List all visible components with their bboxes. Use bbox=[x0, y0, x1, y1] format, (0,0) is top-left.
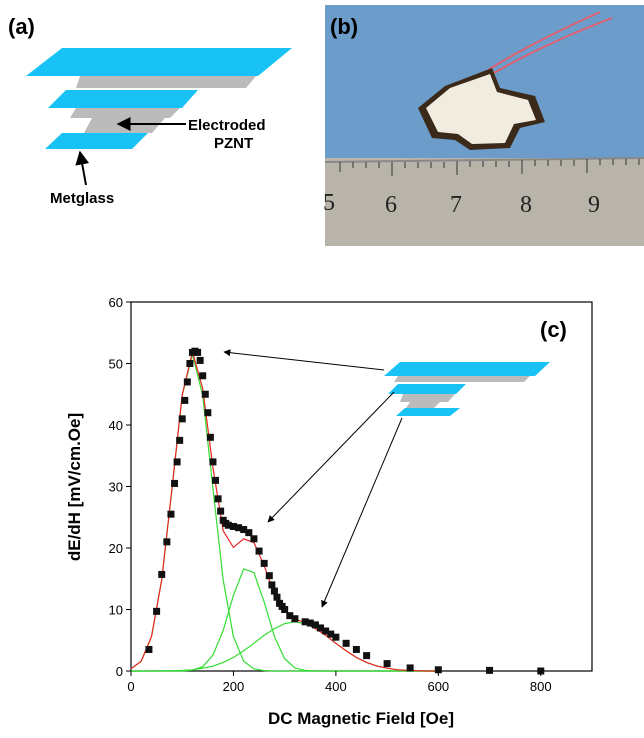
data-point bbox=[273, 594, 280, 601]
y-tick-label: 40 bbox=[109, 418, 123, 433]
x-tick-label: 600 bbox=[427, 679, 449, 694]
metglass-layer bbox=[45, 133, 148, 149]
y-tick-label: 50 bbox=[109, 357, 123, 372]
figure: (a) Electroded PZNT Metglass 5 6 7 8 9 (… bbox=[0, 0, 644, 733]
data-point bbox=[486, 667, 493, 674]
data-point bbox=[209, 458, 216, 465]
data-point bbox=[271, 588, 278, 595]
data-point bbox=[215, 495, 222, 502]
metglass-layer bbox=[48, 90, 198, 108]
data-point bbox=[171, 480, 178, 487]
panel-b: 5 6 7 8 9 (b) bbox=[323, 5, 644, 246]
panel-label: (b) bbox=[330, 14, 358, 39]
data-point bbox=[250, 535, 257, 542]
data-point bbox=[174, 458, 181, 465]
ruler-number: 7 bbox=[450, 192, 462, 218]
data-point bbox=[197, 357, 204, 364]
data-point bbox=[181, 397, 188, 404]
data-point bbox=[291, 615, 298, 622]
panel-label: (a) bbox=[8, 14, 35, 39]
data-point bbox=[153, 608, 160, 615]
data-point bbox=[212, 477, 219, 484]
data-point bbox=[194, 349, 201, 356]
x-tick-label: 200 bbox=[223, 679, 245, 694]
x-tick-label: 800 bbox=[530, 679, 552, 694]
data-point bbox=[207, 434, 214, 441]
x-tick-label: 0 bbox=[127, 679, 134, 694]
arrow bbox=[322, 418, 402, 607]
data-point bbox=[407, 664, 414, 671]
arrow bbox=[224, 352, 384, 370]
data-point bbox=[261, 560, 268, 567]
y-tick-label: 0 bbox=[116, 664, 123, 679]
data-point bbox=[163, 538, 170, 545]
data-point bbox=[245, 529, 252, 536]
pznt-layer bbox=[76, 76, 256, 88]
data-point bbox=[204, 409, 211, 416]
pznt-layer bbox=[84, 118, 165, 133]
ruler-number: 6 bbox=[385, 192, 397, 218]
data-point bbox=[184, 378, 191, 385]
data-point bbox=[167, 511, 174, 518]
ruler-number: 9 bbox=[588, 192, 600, 218]
data-point bbox=[363, 652, 370, 659]
data-point bbox=[145, 646, 152, 653]
y-tick-label: 10 bbox=[109, 603, 123, 618]
data-point bbox=[217, 508, 224, 515]
metglass-layer bbox=[26, 48, 292, 76]
chart: (c) DC Magnetic Field [Oe] dE/dH [mV/cm.… bbox=[65, 295, 592, 728]
annotation: PZNT bbox=[214, 135, 253, 152]
data-point bbox=[186, 360, 193, 367]
y-tick-label: 30 bbox=[109, 480, 123, 495]
y-axis-title: dE/dH [mV/cm.Oe] bbox=[65, 413, 84, 561]
x-tick-label: 400 bbox=[325, 679, 347, 694]
panel-label: (c) bbox=[540, 317, 567, 342]
ruler-number: 5 bbox=[323, 190, 335, 216]
fit-curve bbox=[131, 569, 438, 671]
arrow bbox=[80, 152, 86, 185]
data-point bbox=[176, 437, 183, 444]
data-point bbox=[199, 372, 206, 379]
y-tick-label: 20 bbox=[109, 541, 123, 556]
data-point bbox=[332, 634, 339, 641]
annotation: Metglass bbox=[50, 190, 114, 207]
data-point bbox=[256, 548, 263, 555]
data-point bbox=[202, 391, 209, 398]
data-point bbox=[158, 571, 165, 578]
data-point bbox=[281, 606, 288, 613]
data-point bbox=[353, 646, 360, 653]
data-point bbox=[343, 640, 350, 647]
x-axis-title: DC Magnetic Field [Oe] bbox=[268, 709, 454, 728]
fit-curve bbox=[131, 622, 438, 671]
panel-a: (a) Electroded PZNT Metglass bbox=[8, 14, 292, 207]
y-tick-label: 60 bbox=[109, 295, 123, 310]
data-point bbox=[384, 660, 391, 667]
ruler-number: 8 bbox=[520, 192, 532, 218]
annotation: Electroded bbox=[188, 117, 266, 134]
data-point bbox=[179, 415, 186, 422]
data-point bbox=[266, 572, 273, 579]
inset-schematic bbox=[384, 362, 550, 416]
data-point bbox=[268, 581, 275, 588]
pznt-layer bbox=[70, 108, 180, 118]
arrow bbox=[268, 392, 394, 522]
